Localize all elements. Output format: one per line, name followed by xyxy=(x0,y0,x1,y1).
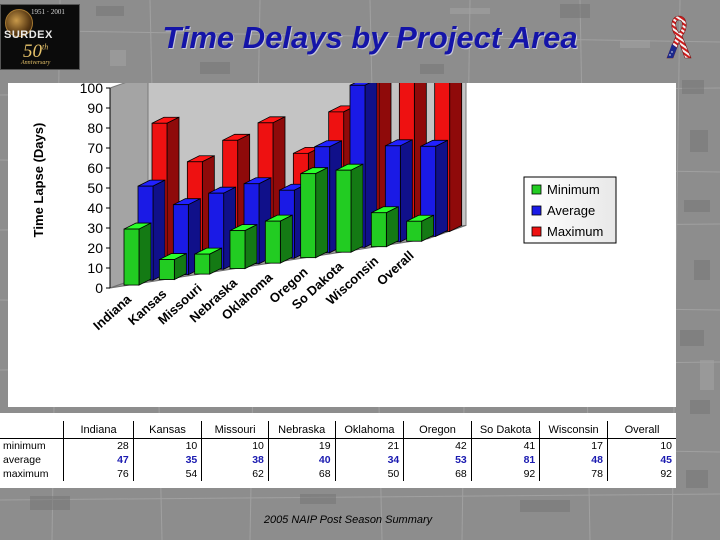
y-tick-label: 90 xyxy=(87,100,103,116)
table-header-cell: Indiana xyxy=(63,421,134,439)
slide-footer: 2005 NAIP Post Season Summary xyxy=(263,514,433,526)
y-tick-label: 20 xyxy=(87,240,103,256)
table-header-cell: Kansas xyxy=(132,421,202,439)
y-axis-label: Time Lapse (Days) xyxy=(31,123,46,238)
table-cell: 68 xyxy=(267,467,336,481)
table-cell: 92 xyxy=(606,467,676,481)
table-cell: 19 xyxy=(267,438,336,453)
bar-minimum xyxy=(194,247,223,275)
y-tick-label: 70 xyxy=(87,140,103,156)
table-cell: 53 xyxy=(403,453,472,467)
table-cell: 17 xyxy=(539,438,608,453)
chart-panel: 0 10 20 30 40 50 60 70 80 90 100 Time Lapse (Days) … xyxy=(8,83,676,407)
table-header-cell: Nebraska xyxy=(267,421,336,439)
y-tick-label: 40 xyxy=(87,200,103,216)
bar-minimum xyxy=(264,214,293,264)
bar-minimum xyxy=(300,167,329,259)
table-cell: 78 xyxy=(539,467,608,481)
y-tick-label: 60 xyxy=(87,160,103,176)
table-cell: 62 xyxy=(201,467,269,481)
y-tick-label: 0 xyxy=(95,280,103,296)
table-cell: 47 xyxy=(63,453,134,467)
legend-label: Minimum xyxy=(547,182,600,197)
x-category-label: Overall xyxy=(374,248,417,289)
table-cell: 92 xyxy=(470,467,540,481)
table-cell: 41 xyxy=(470,438,540,453)
table-cell: 34 xyxy=(334,453,404,467)
table-cell: 50 xyxy=(334,467,404,481)
table-cell: 28 xyxy=(63,438,134,453)
table-row: average 47 35 38 40 34 53 81 48 45 xyxy=(0,453,676,467)
y-tick-label: 10 xyxy=(87,260,103,276)
legend-swatch xyxy=(531,205,542,216)
table-row-label: average xyxy=(3,454,41,466)
logo-name: SURDEX xyxy=(4,29,53,41)
table-row: maximum 76 54 62 68 50 68 92 78 92 xyxy=(0,467,676,481)
data-table-panel: Indiana Kansas Missouri Nebraska Oklahoma Ore… xyxy=(0,413,676,488)
bar-minimum xyxy=(229,223,258,270)
table-cell: 10 xyxy=(201,438,269,453)
table-row-label: maximum xyxy=(3,468,49,480)
data-table: Indiana Kansas Missouri Nebraska Oklahoma Ore… xyxy=(0,421,676,481)
flag-ribbon-icon xyxy=(666,15,692,59)
table-corner xyxy=(0,421,64,439)
table-cell: 10 xyxy=(606,438,676,453)
table-cell: 68 xyxy=(403,467,472,481)
legend-swatch xyxy=(531,226,542,237)
logo-years: 1951 · 2001 xyxy=(31,8,65,16)
table-cell: 76 xyxy=(63,467,134,481)
slide-title: Time Delays by Project Area xyxy=(162,20,578,55)
bar-minimum xyxy=(158,252,187,281)
table-row-label: minimum xyxy=(0,438,64,453)
table-header-cell: Wisconsin xyxy=(539,421,608,439)
logo-anniversary-number: 50th xyxy=(23,41,49,62)
table-cell: 42 xyxy=(403,438,472,453)
table-cell: 81 xyxy=(470,453,540,467)
bar-minimum xyxy=(335,163,364,253)
table-cell: 45 xyxy=(606,453,676,467)
table-cell: 38 xyxy=(201,453,269,467)
table-cell: 21 xyxy=(334,438,404,453)
table-cell: 54 xyxy=(132,467,202,481)
table-cell: 40 xyxy=(267,453,336,467)
table-header-cell: Oregon xyxy=(403,421,472,439)
bar-minimum xyxy=(406,214,435,242)
legend-label: Maximum xyxy=(547,224,603,239)
table-header-cell: So Dakota xyxy=(470,421,540,439)
table-header-cell: Oklahoma xyxy=(334,421,404,439)
bar-minimum xyxy=(370,206,399,248)
table-cell: 35 xyxy=(132,453,202,467)
y-tick-label: 80 xyxy=(87,120,103,136)
table-header-cell: Missouri xyxy=(201,421,269,439)
table-header-row: Indiana Kansas Missouri Nebraska Oklahoma Ore… xyxy=(0,421,676,439)
surdex-logo: 1951 · 2001 SURDEX 50th Anniversary xyxy=(0,4,80,70)
globe-icon xyxy=(5,9,33,37)
logo-anniversary-word: Anniversary xyxy=(21,60,51,66)
table-header-cell: Overall xyxy=(606,421,676,439)
legend-swatch xyxy=(531,184,542,195)
table-cell: 10 xyxy=(132,438,202,453)
bar-minimum xyxy=(123,222,152,286)
x-category-label: Indiana xyxy=(90,291,134,333)
legend-label: Average xyxy=(547,203,595,218)
y-tick-label: 50 xyxy=(87,180,103,196)
table-cell: 48 xyxy=(539,453,608,467)
y-tick-label: 100 xyxy=(80,83,104,96)
table-row: minimum 28 10 10 19 21 42 41 17 10 xyxy=(0,438,676,453)
y-tick-label: 30 xyxy=(87,220,103,236)
bar-average xyxy=(420,139,449,237)
